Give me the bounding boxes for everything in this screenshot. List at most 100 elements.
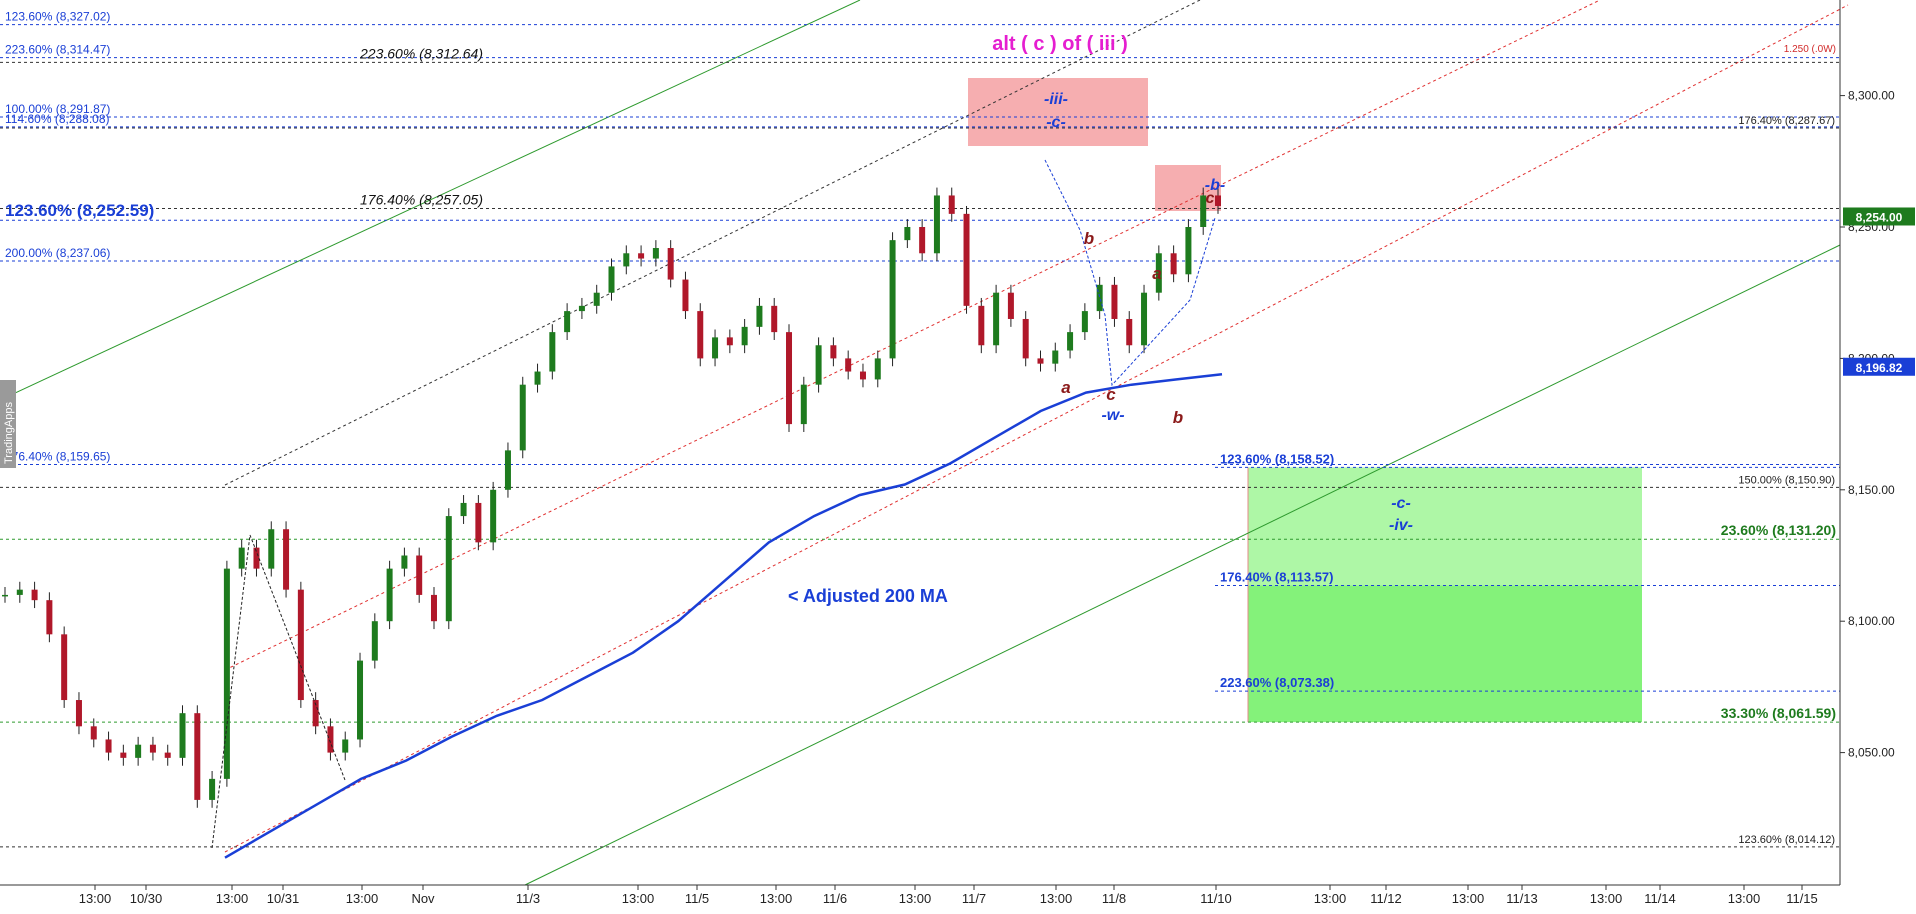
fib-label-left-5: 200.00% (8,237.06) — [5, 246, 110, 260]
candle-body-73 — [1081, 311, 1088, 333]
x-tick-label-8: 11/5 — [685, 891, 709, 906]
candle-body-33 — [490, 489, 497, 543]
x-tick-label-11: 13:00 — [899, 891, 932, 906]
wave-label-b-box: -b- — [1205, 177, 1225, 194]
fib-level-lines — [0, 24, 1840, 848]
y-tick-label-5: 8,300.00 — [1848, 89, 1895, 103]
candle-body-71 — [1052, 350, 1059, 364]
candle-body-80 — [1185, 227, 1192, 275]
x-tick-label-21: 11/14 — [1644, 891, 1676, 906]
watermark-box — [0, 380, 16, 468]
candle-body-17 — [253, 547, 260, 569]
wave-label-a1: a — [1061, 378, 1070, 397]
x-tick-label-9: 13:00 — [760, 891, 793, 906]
x-tick-label-14: 11/8 — [1102, 891, 1126, 906]
candle-body-58 — [859, 371, 866, 380]
y-tick-label-1: 8,100.00 — [1848, 614, 1895, 628]
candle-body-50 — [741, 326, 748, 346]
red-channel-upper — [224, 0, 1601, 671]
fib-label-left-2: 100.00% (8,291.87) — [5, 102, 110, 116]
price-badge-0 — [1843, 207, 1915, 226]
candle-body-25 — [371, 621, 378, 661]
candle-body-15 — [223, 568, 230, 779]
candle-body-51 — [756, 305, 763, 327]
wave-label-c-target: -c- — [1391, 495, 1411, 512]
candle-body-12 — [179, 713, 186, 758]
red-channel-lower — [224, 4, 1849, 853]
wave-label-c1: c — [1106, 385, 1116, 404]
resistance-zone-b — [1155, 165, 1221, 211]
candle-body-24 — [357, 660, 364, 740]
fib-label-left-0: 123.60% (8,327.02) — [5, 10, 110, 24]
candle-body-48 — [712, 337, 719, 359]
wave-label-b2: b — [1173, 408, 1183, 427]
candle-body-39 — [578, 305, 585, 312]
candle-body-1 — [16, 589, 23, 595]
x-tick-label-20: 13:00 — [1590, 891, 1623, 906]
candle-body-72 — [1067, 332, 1074, 351]
candle-body-7 — [105, 739, 112, 753]
fib-label-future-1: 176.40% (8,113.57) — [1220, 570, 1333, 585]
x-tick-label-13: 13:00 — [1040, 891, 1073, 906]
candle-body-11 — [164, 752, 171, 758]
candle-body-74 — [1096, 284, 1103, 312]
fib-label-left-4: 123.60% (8,252.59) — [5, 201, 154, 220]
candle-body-30 — [445, 516, 452, 622]
price-badge-label-0: 8,254.00 — [1856, 210, 1903, 224]
candle-body-18 — [268, 529, 275, 569]
x-tick-label-16: 13:00 — [1314, 891, 1347, 906]
candle-body-53 — [786, 332, 793, 425]
candle-body-28 — [416, 555, 423, 595]
watermark-text: TradingApps — [3, 402, 15, 464]
fib-label-right-0: 176.40% (8,287.67) — [1738, 115, 1835, 127]
y-tick-label-0: 8,050.00 — [1848, 746, 1895, 760]
candle-body-9 — [135, 744, 142, 758]
candle-body-59 — [874, 358, 881, 380]
candle-body-70 — [1037, 358, 1044, 364]
series-line-adjusted-200-ma — [224, 372, 1223, 859]
candle-body-22 — [327, 726, 334, 753]
candle-body-64 — [948, 195, 955, 214]
x-tick-label-17: 11/12 — [1370, 891, 1402, 906]
candle-body-60 — [889, 240, 896, 359]
wave-label-w: -w- — [1101, 407, 1124, 424]
candle-body-66 — [978, 305, 985, 346]
x-tick-label-18: 13:00 — [1452, 891, 1485, 906]
chart-title: alt ( c ) of ( iii ) — [992, 33, 1128, 55]
candle-body-35 — [519, 384, 526, 451]
candle-body-37 — [549, 332, 556, 372]
candle-body-29 — [430, 594, 437, 622]
candle-body-36 — [534, 371, 541, 385]
candle-body-76 — [1126, 318, 1133, 346]
wave-label-iv: -iv- — [1389, 517, 1413, 534]
fib-label-green-1: 33.30% (8,061.59) — [1721, 705, 1836, 721]
candle-body-75 — [1111, 284, 1118, 319]
candle-body-55 — [815, 345, 822, 385]
fib-label-right-2: 123.60% (8,014.12) — [1738, 834, 1835, 846]
candle-body-44 — [652, 248, 659, 259]
candle-body-81 — [1200, 195, 1207, 227]
candle-body-4 — [61, 634, 68, 701]
candle-body-5 — [75, 700, 82, 727]
x-tick-label-3: 10/31 — [267, 891, 300, 906]
candle-body-14 — [209, 778, 216, 800]
x-tick-label-4: 13:00 — [346, 891, 379, 906]
wave-label-c-small: c — [1206, 190, 1215, 207]
candle-body-78 — [1155, 253, 1162, 293]
candle-body-3 — [46, 600, 53, 635]
wave-label-iii: -iii- — [1044, 91, 1068, 108]
candle-body-49 — [726, 337, 733, 346]
candle-body-20 — [297, 589, 304, 701]
candle-body-34 — [504, 450, 511, 490]
candle-body-19 — [283, 529, 290, 590]
candle-body-54 — [800, 384, 807, 425]
candle-body-62 — [919, 227, 926, 254]
candle-body-27 — [401, 555, 408, 569]
fib-label-mid-1: 176.40% (8,257.05) — [360, 191, 483, 207]
x-tick-label-2: 13:00 — [216, 891, 249, 906]
watermark-group: TradingApps — [0, 380, 16, 468]
candle-body-77 — [1141, 292, 1148, 346]
